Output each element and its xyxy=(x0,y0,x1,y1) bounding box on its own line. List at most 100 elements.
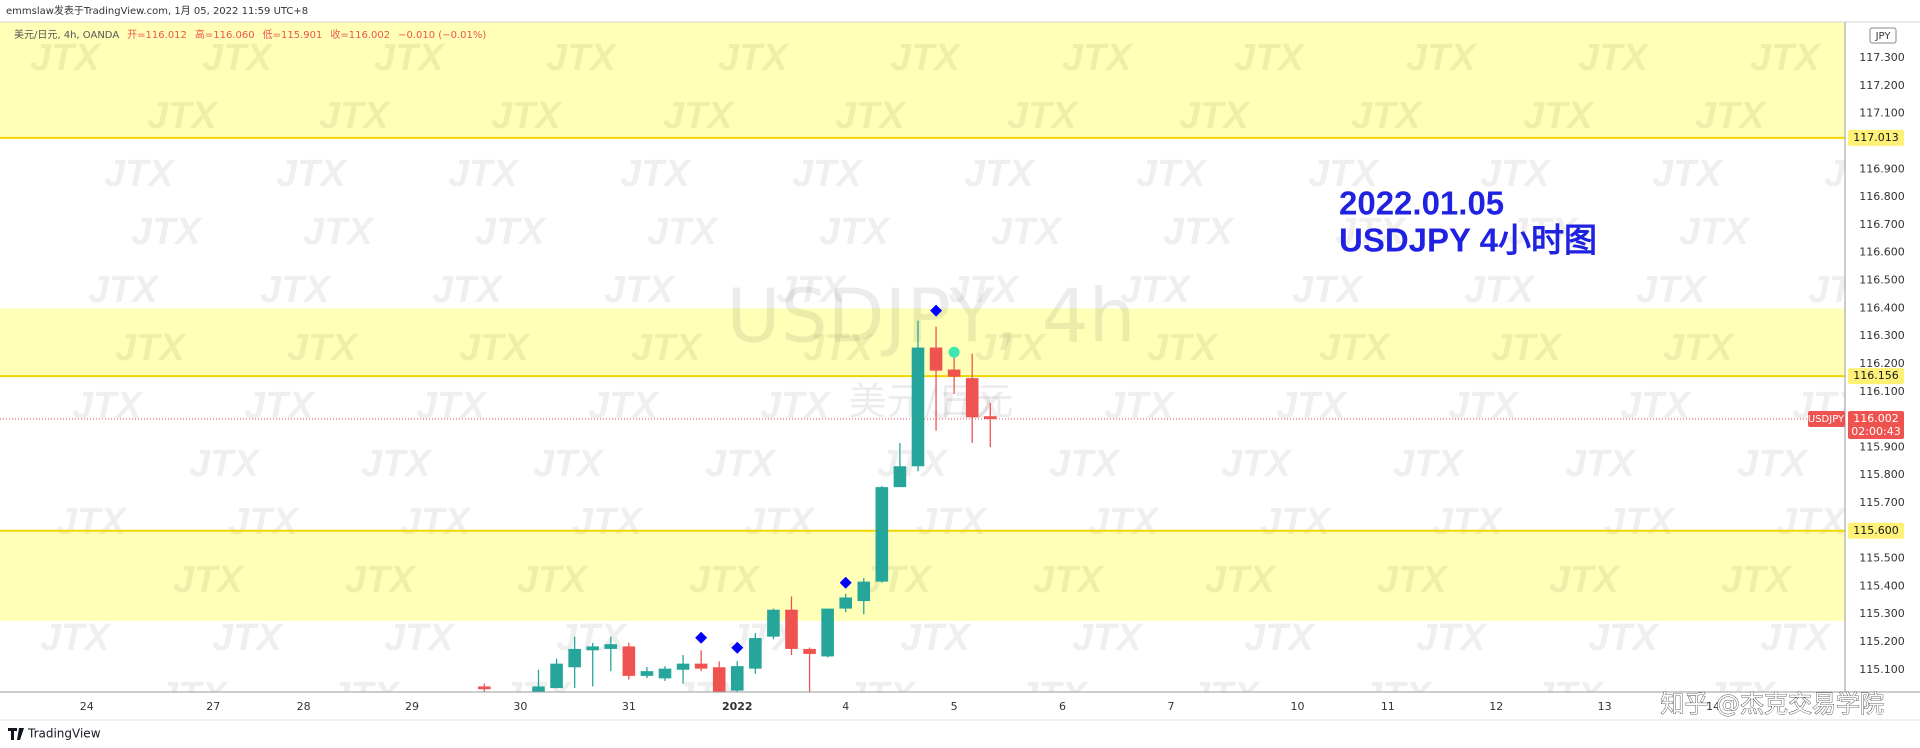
logo-watermark: JTX xyxy=(1147,327,1219,369)
footer: TradingView xyxy=(27,727,101,741)
logo-watermark: JTX xyxy=(1578,37,1650,79)
logo-watermark: JTX xyxy=(975,327,1047,369)
candle-body xyxy=(911,347,925,467)
logo-watermark: JTX xyxy=(1104,385,1176,427)
last-price-label: 116.002 xyxy=(1853,412,1899,425)
logo-watermark: JTX xyxy=(1565,443,1637,485)
y-tick-label: 116.900 xyxy=(1859,162,1905,175)
logo-watermark: JTX xyxy=(1695,95,1767,137)
x-tick-label: 14 xyxy=(1706,700,1720,713)
logo-watermark: JTX xyxy=(1620,385,1692,427)
logo-watermark: JTX xyxy=(1406,37,1478,79)
y-tick-label: 115.800 xyxy=(1859,468,1905,481)
last-price-box xyxy=(1848,410,1904,439)
x-tick-label: 30 xyxy=(513,700,527,713)
y-tick-label: 115.500 xyxy=(1859,552,1905,565)
logo-watermark: JTX xyxy=(1361,675,1433,717)
logo-watermark: JTX xyxy=(276,153,348,195)
logo-watermark: JTX xyxy=(1636,269,1708,311)
logo-watermark: JTX xyxy=(1824,153,1896,195)
logo-watermark: JTX xyxy=(30,37,102,79)
x-tick-label: 5 xyxy=(951,700,958,713)
legend-item: 收=116.002 xyxy=(330,28,390,41)
logo-watermark: JTX xyxy=(705,443,777,485)
logo-watermark: JTX xyxy=(491,95,563,137)
candle-body xyxy=(550,663,563,689)
logo-watermark: JTX xyxy=(287,327,359,369)
logo-watermark: JTX xyxy=(115,327,187,369)
logo-watermark: JTX xyxy=(673,675,745,717)
logo-watermark: JTX xyxy=(228,501,300,543)
logo-watermark: JTX xyxy=(1319,327,1391,369)
logo-watermark: JTX xyxy=(1588,617,1660,659)
logo-watermark: JTX xyxy=(533,443,605,485)
y-tick-label: 117.100 xyxy=(1859,107,1905,120)
logo-watermark: JTX xyxy=(1776,501,1848,543)
price-line-box xyxy=(1848,129,1904,146)
logo-watermark: JTX xyxy=(1062,37,1134,79)
logo-watermark: JTX xyxy=(1448,385,1520,427)
logo-watermark: JTX xyxy=(890,37,962,79)
logo-watermark: JTX xyxy=(916,501,988,543)
logo-watermark: JTX xyxy=(948,269,1020,311)
candle-body xyxy=(604,644,618,649)
logo-watermark: JTX xyxy=(1189,675,1261,717)
currency-box xyxy=(1869,27,1897,44)
signal-marker xyxy=(731,641,744,654)
logo-watermark: JTX xyxy=(202,37,274,79)
y-tick-label: 117.200 xyxy=(1859,79,1905,92)
logo-watermark: JTX xyxy=(517,559,589,601)
legend-item: 低=115.901 xyxy=(263,28,323,41)
candle-body xyxy=(857,581,871,602)
logo-watermark: JTX xyxy=(1205,559,1277,601)
logo-watermark: JTX xyxy=(1163,211,1235,253)
x-tick-label: 13 xyxy=(1598,700,1612,713)
x-tick-label: 29 xyxy=(405,700,419,713)
logo-watermark: JTX xyxy=(718,37,790,79)
y-tick-label: 115.100 xyxy=(1859,663,1905,676)
logo-watermark: JTX xyxy=(1244,617,1316,659)
logo-watermark: JTX xyxy=(861,559,933,601)
logo-watermark: JTX xyxy=(1679,211,1751,253)
logo-watermark: JTX xyxy=(1464,269,1536,311)
candle-body xyxy=(803,648,816,654)
logo-watermark: JTX xyxy=(1480,153,1552,195)
logo-watermark: JTX xyxy=(416,385,488,427)
legend-item: −0.010 (−0.01%) xyxy=(398,30,486,41)
logo-watermark: JTX xyxy=(212,617,284,659)
candle-body xyxy=(839,597,853,609)
plot-layer xyxy=(477,304,997,692)
logo-watermark: JTX xyxy=(147,95,219,137)
y-tick-label: 115.700 xyxy=(1859,496,1905,509)
logo-watermark: JTX xyxy=(845,675,917,717)
x-tick-label: 12 xyxy=(1489,700,1503,713)
logo-watermark: JTX xyxy=(1234,37,1306,79)
logo-watermark: JTX xyxy=(56,501,128,543)
logo-watermark: JTX xyxy=(1507,211,1579,253)
y-tick-label: 115.300 xyxy=(1859,607,1905,620)
price-line-label: 117.013 xyxy=(1853,131,1899,144)
legend-item: 开=116.012 xyxy=(127,30,187,41)
candle-body xyxy=(622,646,636,676)
candle-body xyxy=(749,638,762,669)
logo-watermark: JTX xyxy=(620,153,692,195)
logo-watermark: JTX xyxy=(546,37,618,79)
logo-watermark: JTX xyxy=(1120,269,1192,311)
zone xyxy=(0,530,1845,621)
y-tick-label: 116.800 xyxy=(1859,190,1905,203)
candle-body xyxy=(586,646,600,651)
logo-watermark: JTX xyxy=(173,559,245,601)
x-tick-label: 24 xyxy=(80,700,94,713)
logo-watermark: JTX xyxy=(319,95,391,137)
logo-watermark: JTX xyxy=(1760,617,1832,659)
candle-body xyxy=(893,466,907,488)
logo-watermark: JTX xyxy=(1523,95,1595,137)
logo-watermark: JTX xyxy=(432,269,504,311)
signal-marker xyxy=(930,304,943,317)
exit-marker xyxy=(948,346,960,358)
logo-watermark: JTX xyxy=(1377,559,1449,601)
candle-body xyxy=(965,378,979,418)
logo-watermark: JTX xyxy=(647,211,719,253)
logo-watermark: JTX xyxy=(1549,559,1621,601)
